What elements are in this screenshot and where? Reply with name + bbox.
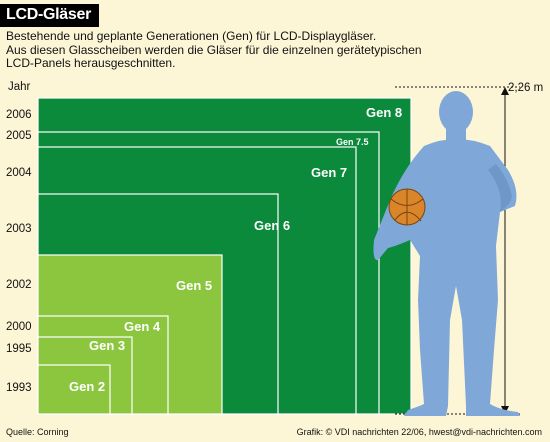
glass-sheet-gen-2 [37, 364, 111, 415]
gen-label: Gen 5 [176, 278, 212, 293]
gen-label: Gen 7 [311, 165, 347, 180]
year-label: 2000 [6, 321, 32, 333]
gen-label: Gen 3 [89, 338, 125, 353]
gen-label: Gen 7.5 [336, 137, 369, 147]
gen-label: Gen 2 [69, 379, 105, 394]
gen-label: Gen 6 [254, 218, 290, 233]
height-label: 2,26 m [508, 82, 543, 94]
chart-title: LCD-Gläser [0, 4, 100, 27]
year-label: 1995 [6, 343, 32, 355]
arrow-up-icon [501, 87, 509, 95]
source-note: Quelle: Corning [6, 427, 69, 437]
generation-labels: Gen 2 Gen 3 Gen 4 Gen 5 Gen 6 Gen 7 Gen 7.5 Gen… [69, 105, 402, 394]
year-label: 2005 [6, 130, 32, 142]
year-label: 2006 [6, 109, 32, 121]
year-label: 2004 [6, 167, 32, 179]
glass-sheets [37, 97, 412, 415]
basketball-icon [388, 188, 426, 226]
gen-label: Gen 4 [124, 319, 161, 334]
year-labels: 1993 1995 2000 2002 2003 2004 2005 2006 [6, 109, 32, 394]
year-label: 1993 [6, 382, 32, 394]
year-label: 2003 [6, 223, 32, 235]
y-axis-label: Jahr [8, 81, 31, 93]
chart-subtitle: Bestehende und geplante Generationen (Ge… [6, 29, 422, 70]
credit-note: Grafik: © VDI nachrichten 22/06, hwest@v… [296, 427, 542, 437]
year-label: 2002 [6, 279, 32, 291]
gen-label: Gen 8 [366, 105, 402, 120]
